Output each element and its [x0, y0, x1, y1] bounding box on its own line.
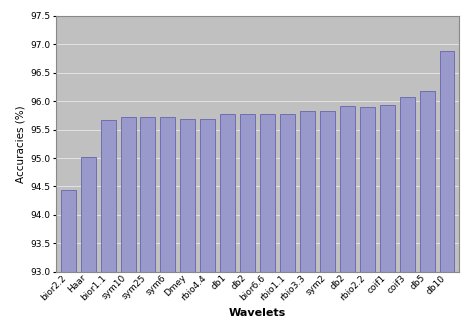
Bar	[100, 120, 116, 272]
Y-axis label: Accuracies (%): Accuracies (%)	[15, 105, 25, 182]
Bar	[140, 117, 155, 272]
Bar	[360, 107, 375, 272]
Bar	[320, 111, 335, 272]
Bar	[380, 105, 395, 272]
Bar	[240, 114, 255, 272]
Bar	[340, 106, 355, 272]
Bar	[280, 114, 295, 272]
Bar	[120, 117, 136, 272]
Bar	[160, 117, 175, 272]
Bar	[400, 96, 415, 272]
Bar	[181, 119, 195, 272]
Bar	[81, 157, 96, 272]
Bar	[220, 114, 235, 272]
Bar	[260, 114, 275, 272]
Bar	[300, 111, 315, 272]
Bar	[419, 91, 435, 272]
Bar	[201, 119, 215, 272]
Bar	[61, 190, 76, 272]
Bar	[439, 51, 455, 272]
X-axis label: Wavelets: Wavelets	[229, 308, 286, 318]
